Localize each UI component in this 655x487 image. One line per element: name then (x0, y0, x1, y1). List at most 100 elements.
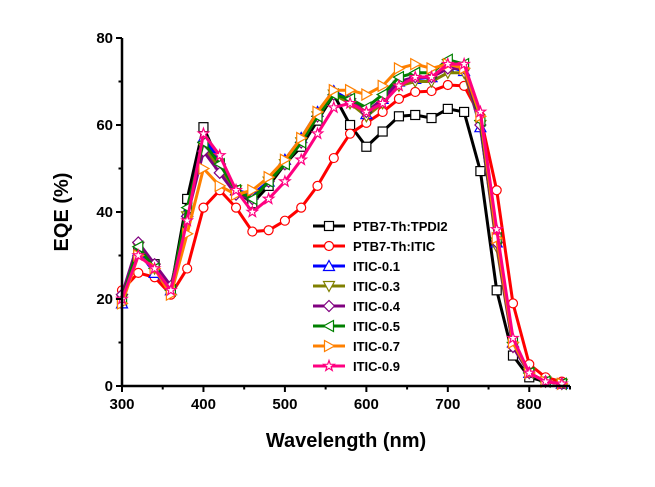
legend-label: ITIC-0.7 (353, 339, 400, 354)
data-marker-circle (198, 202, 209, 213)
data-marker-star (457, 56, 472, 71)
data-marker-circle (279, 215, 291, 226)
data-marker-triangle-right (247, 183, 260, 197)
data-marker-circle (393, 93, 405, 105)
data-marker-triangle-right (214, 179, 227, 193)
legend-entry: ITIC-0.4 (313, 299, 401, 314)
data-marker-triangle-right (312, 105, 325, 119)
data-marker-triangle-right (426, 61, 439, 75)
data-marker-circle (410, 86, 421, 98)
data-marker-star (391, 78, 406, 92)
data-marker-star (229, 182, 244, 197)
data-marker-star (343, 95, 358, 110)
data-marker-star (359, 104, 374, 118)
legend-entry: PTB7-Th:ITIC (313, 239, 436, 254)
data-marker-square (475, 166, 486, 177)
legend-entry: ITIC-0.9 (313, 358, 400, 374)
data-marker-square (323, 220, 335, 232)
x-tick-label: 300 (109, 396, 134, 413)
data-marker-star (180, 213, 195, 227)
data-marker-triangle-left (131, 240, 144, 254)
data-marker-triangle-down (322, 280, 336, 293)
data-marker-circle (133, 267, 144, 278)
data-marker-star (131, 248, 146, 262)
data-marker-circle (491, 185, 502, 196)
legend-label: ITIC-0.4 (353, 299, 401, 314)
data-marker-circle (263, 225, 274, 236)
data-marker-star (538, 374, 553, 388)
data-marker-triangle-right (361, 88, 374, 102)
y-tick-label: 60 (96, 117, 113, 134)
y-tick-label: 0 (105, 378, 113, 395)
data-marker-circle (312, 180, 323, 191)
series-line (120, 83, 563, 384)
data-marker-circle (296, 202, 307, 213)
data-marker-triangle-right (377, 79, 390, 93)
series-layer (115, 53, 569, 391)
data-marker-star (196, 126, 211, 140)
data-marker-star (408, 69, 423, 84)
legend-entry: ITIC-0.1 (313, 259, 400, 274)
legend-label: PTB7-Th:TPDI2 (353, 219, 448, 234)
data-marker-square (344, 119, 356, 131)
data-marker-triangle-left (245, 192, 258, 206)
data-marker-star (322, 358, 336, 372)
data-marker-star (473, 104, 488, 118)
data-marker-star (245, 204, 260, 218)
x-axis-title: Wavelength (nm) (266, 430, 426, 452)
data-marker-star (163, 282, 178, 297)
x-tick-label: 400 (191, 396, 216, 413)
data-marker-star (277, 174, 292, 188)
data-marker-square (442, 103, 453, 115)
legend-label: ITIC-0.3 (353, 279, 400, 294)
data-marker-star (310, 126, 325, 140)
y-tick-label: 80 (96, 30, 113, 47)
x-tick-label: 700 (435, 396, 460, 413)
legend-label: ITIC-0.1 (353, 259, 400, 274)
x-tick-label: 500 (272, 396, 297, 413)
data-marker-triangle-right (323, 339, 336, 353)
data-marker-triangle-right (410, 57, 422, 71)
data-marker-square (426, 112, 437, 124)
data-marker-square (459, 106, 470, 118)
data-marker-square (393, 111, 405, 122)
data-marker-triangle-right (344, 83, 357, 97)
series-line (120, 62, 563, 386)
data-marker-star (294, 152, 309, 166)
data-marker-square (410, 109, 421, 121)
x-tick-label: 600 (354, 396, 379, 413)
data-marker-circle (507, 298, 519, 309)
data-marker-circle (230, 202, 242, 213)
data-marker-triangle-right (296, 131, 308, 145)
data-marker-triangle-left (322, 319, 335, 333)
data-marker-triangle-left (375, 88, 388, 102)
data-marker-square (377, 126, 388, 137)
axes: 300 400 500 600 700 800 0 20 40 60 80 (96, 30, 571, 413)
data-marker-circle (442, 79, 453, 91)
series-line (120, 93, 563, 386)
data-marker-diamond (322, 299, 336, 313)
data-marker-triangle-right (198, 161, 211, 176)
data-marker-circle (323, 240, 335, 252)
data-marker-star (506, 330, 520, 345)
legend-entry: ITIC-0.7 (313, 339, 400, 354)
data-marker-square (491, 285, 502, 296)
data-marker-star (489, 222, 504, 236)
data-marker-star (326, 100, 341, 114)
legend-entry: PTB7-Th:TPDI2 (313, 219, 448, 234)
legend-entry: ITIC-0.3 (313, 279, 400, 294)
data-marker-star (147, 261, 162, 275)
data-marker-star (424, 69, 439, 84)
data-marker-star (261, 191, 276, 205)
x-tick-label: 800 (517, 396, 542, 413)
y-tick-label: 40 (96, 204, 113, 221)
data-marker-square (361, 141, 372, 152)
data-marker-circle (182, 263, 193, 274)
y-axis-title: EQE (%) (51, 173, 73, 252)
data-marker-star (522, 365, 537, 379)
data-marker-triangle-right (393, 61, 406, 75)
data-marker-triangle-right (263, 170, 276, 184)
legend: PTB7-Th:TPDI2 PTB7-Th:ITIC ITIC-0.1 ITIC-0.… (313, 219, 448, 374)
data-marker-triangle-right (279, 153, 292, 167)
